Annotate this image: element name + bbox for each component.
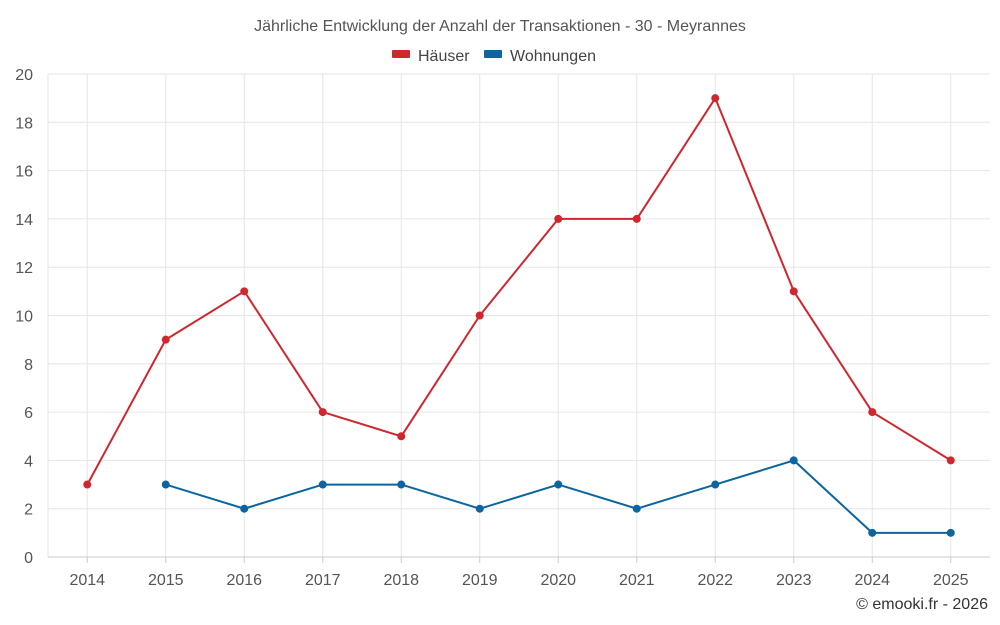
credit-text: © emooki.fr - 2026 (856, 596, 988, 613)
x-axis-ticks: 2014 2015 2016 2017 2018 2019 2020 2021 2022 2023… (69, 572, 968, 589)
series-line-haeuser (86, 97, 952, 486)
y-tick-label-4: 4 (24, 453, 33, 470)
axes (48, 556, 990, 563)
data-point-wohnungen-2015[interactable] (161, 480, 170, 489)
y-tick-label-14: 14 (15, 212, 33, 229)
x-tick-label-2022: 2022 (697, 572, 733, 589)
legend-item-haeuser[interactable]: Häuser (392, 48, 470, 65)
x-tick-label-2020: 2020 (540, 572, 576, 589)
y-axis-ticks: 0 2 4 6 8 10 12 14 16 18 20 (15, 67, 33, 567)
legend-swatch-haeuser (392, 50, 410, 58)
x-tick-label-2025: 2025 (933, 572, 969, 589)
x-tick-label-2016: 2016 (226, 572, 262, 589)
x-tick-label-2024: 2024 (854, 572, 890, 589)
y-tick-label-0: 0 (24, 550, 33, 567)
x-tick-label-2019: 2019 (462, 572, 498, 589)
x-tick-label-2014: 2014 (69, 572, 105, 589)
data-point-haeuser-2019[interactable] (475, 311, 484, 320)
data-point-haeuser-2024[interactable] (868, 408, 877, 417)
x-tick-label-2023: 2023 (776, 572, 812, 589)
y-tick-label-8: 8 (24, 357, 33, 374)
y-tick-label-12: 12 (15, 260, 33, 277)
data-point-wohnungen-2025[interactable] (946, 528, 955, 537)
data-point-wohnungen-2017[interactable] (318, 480, 327, 489)
data-point-wohnungen-2022[interactable] (711, 480, 720, 489)
data-point-wohnungen-2018[interactable] (397, 480, 406, 489)
chart-title: Jährliche Entwicklung der Anzahl der Tra… (254, 18, 746, 35)
data-point-wohnungen-2023[interactable] (789, 456, 798, 465)
legend-swatch-wohnungen (484, 50, 502, 58)
data-point-haeuser-2014[interactable] (83, 480, 92, 489)
legend-item-wohnungen[interactable]: Wohnungen (484, 48, 596, 65)
y-tick-label-10: 10 (15, 309, 33, 326)
series-wohnungen (161, 456, 955, 537)
data-point-haeuser-2017[interactable] (318, 408, 327, 417)
data-point-haeuser-2015[interactable] (161, 335, 170, 344)
y-tick-label-2: 2 (24, 502, 33, 519)
y-tick-label-16: 16 (15, 164, 33, 181)
y-tick-label-20: 20 (15, 67, 33, 84)
data-point-haeuser-2020[interactable] (554, 214, 563, 223)
grid (47, 73, 990, 557)
x-tick-label-2021: 2021 (619, 572, 655, 589)
data-point-haeuser-2025[interactable] (946, 456, 955, 465)
series-haeuser (83, 94, 955, 489)
data-point-wohnungen-2019[interactable] (475, 504, 484, 513)
x-tick-label-2018: 2018 (383, 572, 419, 589)
y-tick-label-18: 18 (15, 115, 33, 132)
data-point-wohnungen-2024[interactable] (868, 528, 877, 537)
data-point-haeuser-2018[interactable] (397, 432, 406, 441)
data-point-haeuser-2021[interactable] (632, 214, 641, 223)
data-point-wohnungen-2021[interactable] (632, 504, 641, 513)
data-point-haeuser-2022[interactable] (711, 94, 720, 103)
y-tick-label-6: 6 (24, 405, 33, 422)
data-point-haeuser-2016[interactable] (240, 287, 249, 296)
data-point-wohnungen-2020[interactable] (554, 480, 563, 489)
legend-label-haeuser: Häuser (418, 48, 470, 65)
x-tick-label-2015: 2015 (148, 572, 184, 589)
data-point-wohnungen-2016[interactable] (240, 504, 249, 513)
series-layer (83, 94, 955, 537)
data-point-haeuser-2023[interactable] (789, 287, 798, 296)
x-tick-label-2017: 2017 (305, 572, 341, 589)
legend[interactable]: Häuser Wohnungen (392, 48, 596, 65)
legend-label-wohnungen: Wohnungen (510, 48, 596, 65)
